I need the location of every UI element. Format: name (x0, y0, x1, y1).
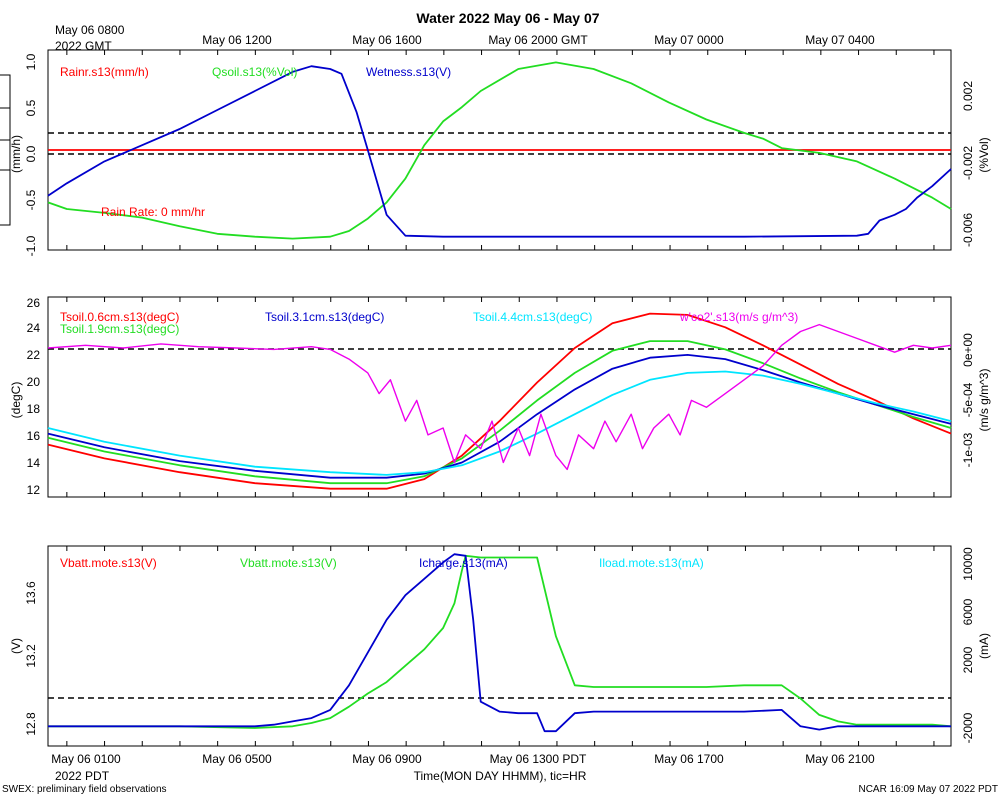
y-tick-label: 18 (27, 402, 41, 416)
y-axis-label-right: (%Vol) (977, 137, 991, 172)
y-tick-label: 0.0 (24, 145, 38, 162)
bottom-axis-label: May 06 1300 PDT (490, 752, 587, 766)
chart-annotation: Rain Rate: 0 mm/hr (101, 205, 205, 219)
y-right-tick-label: 6000 (961, 598, 975, 625)
panel-frame (47, 545, 952, 747)
y-right-tick-label: -0.006 (961, 213, 975, 247)
y-tick-label: 12.8 (24, 712, 38, 736)
top-axis-label: May 06 1600 (352, 33, 422, 47)
y-right-tick-label: 0e+00 (961, 333, 975, 367)
top-axis-label: May 07 0400 (805, 33, 875, 47)
series-line-tsoil-0-6cm-s13-degc- (47, 312, 952, 490)
panel-power: 12.8 13.2 13.6 (V) -2000 2000 6000 10000… (9, 545, 991, 747)
y-tick-label: 0.5 (24, 99, 38, 116)
y-tick-label: 16 (27, 429, 41, 443)
y-axis-label-right: (m/s g/m^3) (977, 369, 991, 432)
y-tick-label: 22 (27, 348, 41, 362)
y-axis-label-right: (mA) (977, 633, 991, 659)
top-axis-first-label-line1: May 06 0800 (55, 23, 125, 37)
footer-right: NCAR 16:09 May 07 2022 PDT (858, 784, 998, 795)
top-axis-label: May 07 0000 (654, 33, 724, 47)
y-right-tick-label: 0.002 (961, 81, 975, 111)
legend-entry: Rainr.s13(mm/h) (60, 65, 149, 79)
y-axis-label-left: (V) (9, 638, 23, 654)
y-right-tick-label: -0.002 (961, 146, 975, 180)
legend-entry: Tsoil.1.9cm.s13(degC) (60, 322, 179, 336)
legend-entry: Qsoil.s13(%Vol) (212, 65, 297, 79)
series-line-w-co2-s13-m-s-g-m-3- (47, 323, 952, 471)
series-line-icharge-s13-ma- (48, 553, 951, 733)
bottom-axis-label: May 06 2100 (805, 752, 875, 766)
bottom-axis-label: May 06 0100 (51, 752, 121, 766)
y-right-tick-label: 2000 (961, 646, 975, 673)
x-axis-title: Time(MON DAY HHMM), tic=HR (414, 769, 587, 783)
legend-entry: Tsoil.0.6cm.s13(degC) (60, 310, 179, 324)
bottom-axis-label: May 06 0900 (352, 752, 422, 766)
y-axis-label-left: (degC) (9, 382, 23, 419)
legend-entry: Vbatt.mote.s13(V) (240, 556, 337, 570)
legend-entry: Wetness.s13(V) (366, 65, 451, 79)
y-tick-label: 24 (27, 321, 41, 335)
series-line-wetness-s13-v- (47, 65, 952, 238)
chart-title: Water 2022 May 06 - May 07 (416, 10, 599, 26)
y-tick-label: 26 (27, 296, 41, 310)
y-tick-label: 13.2 (24, 644, 38, 668)
legend-entry: Iload.mote.s13(mA) (599, 556, 704, 570)
panel-water: -1.0 -0.5 0.0 0.5 1.0 (mm/h) -0.006 -0.0… (9, 49, 991, 256)
footer-left: SWEX: preliminary field observations (2, 784, 167, 795)
bottom-axis-label: May 06 0500 (202, 752, 272, 766)
top-axis-label: May 06 1200 (202, 33, 272, 47)
y-tick-label: 12 (27, 483, 41, 497)
y-axis-label-left: (mm/h) (9, 135, 23, 173)
y-tick-label: 13.6 (24, 581, 38, 605)
y-right-tick-label: -2000 (961, 712, 975, 743)
y-right-tick-label: 10000 (961, 547, 975, 581)
top-axis-first-label-line2: 2022 GMT (55, 39, 112, 53)
y-right-tick-label: -5e-04 (961, 382, 975, 417)
side-bracket (0, 74, 11, 226)
y-tick-label: -1.0 (24, 235, 38, 256)
series-line-tsoil-4-4cm-s13-degc- (47, 370, 952, 476)
top-axis-label: May 06 2000 GMT (488, 33, 588, 47)
y-right-tick-label: -1e-03 (961, 432, 975, 467)
series-line-tsoil-1-9cm-s13-degc- (47, 340, 952, 485)
series-line-vbatt-mote-s13-v- (48, 554, 952, 729)
panel-frame (47, 296, 952, 498)
y-tick-label: 14 (27, 456, 41, 470)
legend-entry: Vbatt.mote.s13(V) (60, 556, 157, 570)
y-tick-label: 20 (27, 375, 41, 389)
legend-entry: Tsoil.3.1cm.s13(degC) (265, 310, 384, 324)
panel-soil-temp: 12 14 16 18 20 22 24 26 (degC) -1e-03 -5… (9, 296, 991, 498)
series-line-qsoil-s13-vol- (47, 61, 952, 240)
y-tick-label: 1.0 (24, 53, 38, 70)
bottom-axis-label: May 06 1700 (654, 752, 724, 766)
legend-entry: Tsoil.4.4cm.s13(degC) (473, 310, 592, 324)
bottom-axis-year: 2022 PDT (55, 769, 110, 783)
legend-entry: w'co2'.s13(m/s g/m^3) (679, 310, 798, 324)
y-tick-label: -0.5 (24, 189, 38, 210)
legend-entry: Icharge.s13(mA) (419, 556, 508, 570)
